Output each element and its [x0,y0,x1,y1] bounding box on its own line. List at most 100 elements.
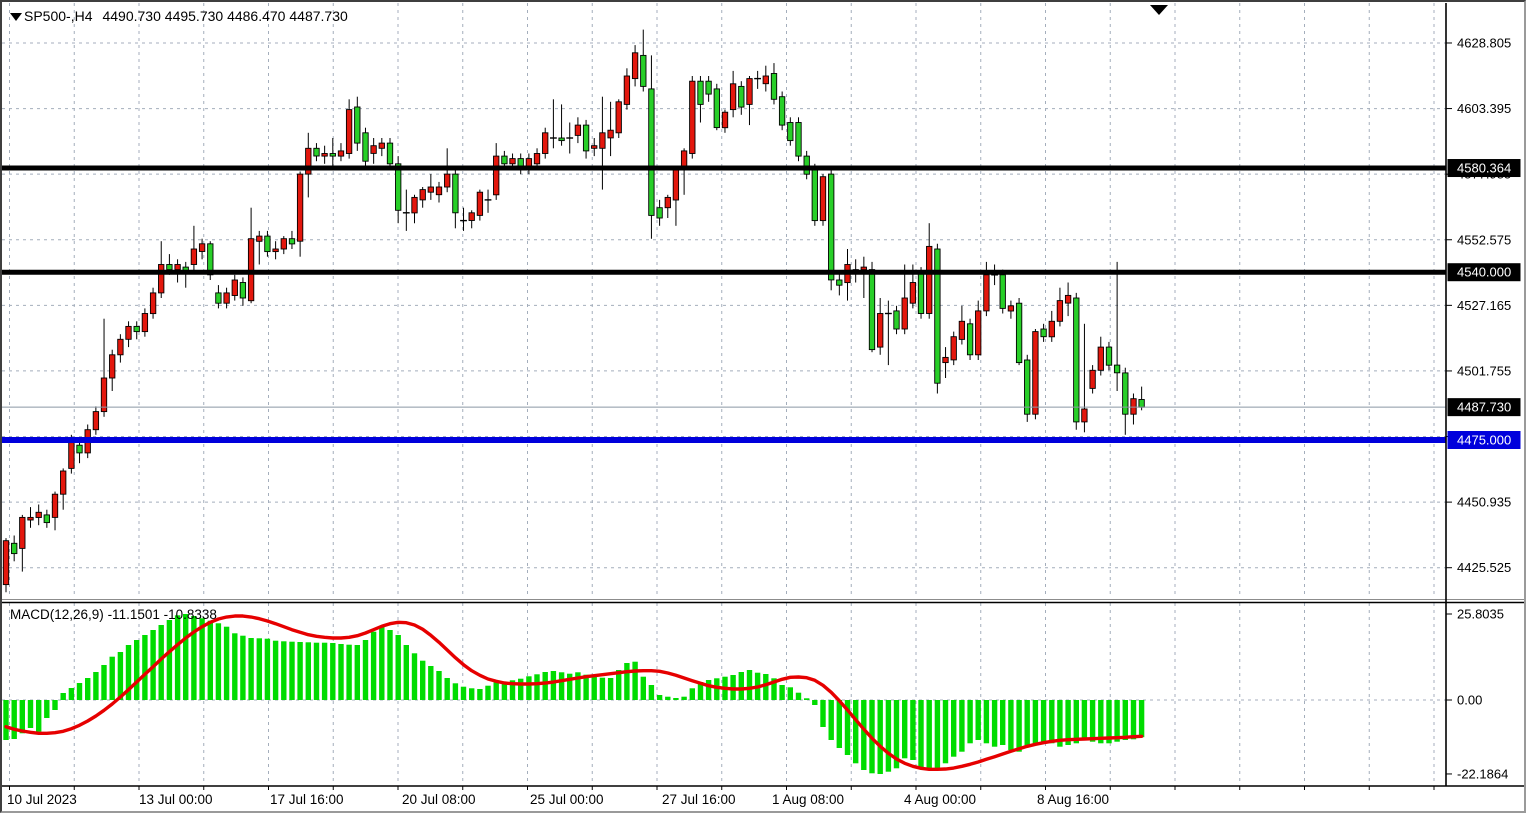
candle-body [574,124,582,136]
macd-bar [215,623,222,700]
macd-bar [656,695,663,700]
macd-bar [411,653,418,700]
macd-bar [1073,700,1079,744]
symbol-period-label: SP500-,H4 [24,8,93,24]
candle-body [158,264,165,294]
candle-body [272,248,279,253]
candle-body [550,137,557,139]
candle-body [656,207,663,219]
candle-body [591,145,598,149]
macd-bar [591,676,597,700]
candle-body [313,147,320,157]
macd-bar [607,678,614,700]
level-label-4540.000-text: 4540.000 [1457,265,1511,280]
macd-bar [362,640,369,700]
macd-bar [558,672,565,700]
macd-bar [469,688,475,700]
macd-bar [272,640,279,700]
macd-signal-line [4,614,1144,771]
price-tick-label: 4603.395 [1457,101,1511,116]
candle-body [60,470,67,495]
macd-bar [338,644,344,700]
macd-bar [771,678,777,700]
candle-body [264,235,271,253]
macd-bar [567,673,573,700]
candle-body [917,271,925,314]
candle-body [1097,346,1104,371]
candle-body [975,310,982,356]
candle-body [190,248,198,265]
macd-bar [975,700,981,740]
high-value: 4495.730 [164,8,224,24]
macd-bar [452,683,459,700]
candle-body [223,292,230,304]
candle-body [860,266,867,271]
candle-body [501,155,508,165]
macd-bar [714,678,720,700]
candle-body [19,516,26,549]
current-price-label-text: 4487.730 [1457,400,1511,415]
macd-bar [27,700,34,728]
candle-body [787,122,794,142]
collapse-triangle-icon[interactable] [10,13,22,21]
candle-body [247,238,255,302]
price-tick-label: 4425.525 [1457,560,1511,575]
time-axis-label: 20 Jul 08:00 [402,792,476,807]
macd-bar [289,641,295,700]
macd-bar [191,616,197,700]
candle-body [893,310,900,330]
macd-bar [444,678,450,700]
macd-bar [232,633,238,700]
candle-body [329,153,336,157]
open-value: 4490.730 [102,8,161,24]
macd-bar [11,700,17,739]
macd-bar [460,686,467,700]
candle-body [738,85,745,108]
macd-bar [223,626,230,700]
candle-body [836,279,843,286]
candle-body [762,75,769,85]
macd-bar [1122,700,1128,740]
macd-bar [689,688,695,700]
candle-body [149,292,157,315]
candle-body [754,77,761,80]
level-label-4540.000-box [1447,263,1521,282]
macd-bar [1024,700,1030,747]
candle-body [640,54,647,87]
macd-histogram [3,614,1145,774]
macd-bar [648,685,655,700]
price-tick-label: 4527.165 [1457,298,1511,313]
macd-bar [1057,700,1063,747]
macd-bar [134,640,140,700]
macd-tick-label: -22.1864 [1457,766,1508,781]
macd-bar [763,674,769,700]
macd-tick-label: 0.00 [1457,693,1482,708]
macd-bar [624,663,630,700]
candle-body [1048,320,1055,338]
candle-body [991,274,998,276]
candle-body [599,132,606,149]
macd-bar [1008,700,1014,750]
candle-body [51,493,59,518]
macd-bar [844,700,851,755]
candle-body [256,235,263,242]
candle-body [713,88,720,129]
macd-bar [910,700,916,760]
macd-bar [1000,700,1006,745]
macd-bar [166,620,173,700]
macd-indicator-label: MACD(12,26,9) -11.1501 -10.8338 [10,607,217,622]
macd-bar [199,618,205,700]
chart-shift-triangle-icon[interactable] [1150,5,1168,15]
macd-bar [1081,700,1088,740]
macd-bar [509,680,516,700]
candle-body [746,78,753,105]
candle-body [378,142,385,149]
current-price-label-box [1447,398,1521,417]
macd-bar [1089,700,1096,742]
candle-body [778,96,786,126]
macd-bar [926,700,932,770]
candle-body [828,173,835,281]
candle-body [877,313,884,348]
candle-body [198,243,206,252]
